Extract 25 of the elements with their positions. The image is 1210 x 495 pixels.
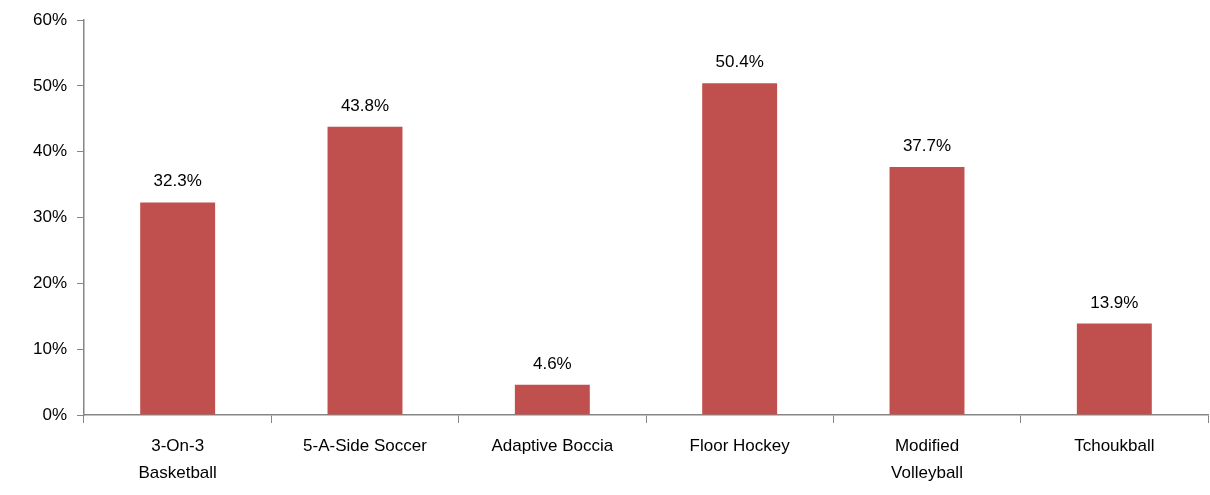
- y-tick-label: 30%: [32, 207, 67, 227]
- data-label: 4.6%: [532, 353, 572, 373]
- y-tick-label: 60%: [32, 9, 67, 29]
- y-tick-label: 10%: [32, 338, 67, 358]
- bar: [1076, 323, 1152, 415]
- x-tick-label: Tchoukball: [1074, 436, 1155, 456]
- data-label: 13.9%: [1090, 292, 1139, 312]
- bar: [514, 384, 590, 415]
- x-tick-label: 3-On-3 Basketball: [138, 436, 217, 483]
- bar: [327, 126, 403, 415]
- x-tick-label: 5-A-Side Soccer: [303, 436, 428, 456]
- y-tick-label: 40%: [32, 141, 67, 161]
- data-label: 37.7%: [902, 135, 952, 155]
- y-tick-label: 0%: [42, 404, 67, 424]
- bar: [140, 202, 216, 415]
- bar: [889, 166, 965, 415]
- data-label: 50.4%: [715, 52, 764, 72]
- bar: [702, 83, 778, 415]
- data-label: 32.3%: [153, 171, 202, 191]
- x-tick-label: Floor Hockey: [689, 436, 791, 456]
- y-tick-label: 20%: [32, 273, 67, 293]
- y-tick-label: 50%: [32, 75, 67, 95]
- x-tick-label: Modified Volleyball: [891, 436, 963, 483]
- data-label: 43.8%: [340, 95, 390, 115]
- x-tick-label: Adaptive Boccia: [491, 436, 614, 456]
